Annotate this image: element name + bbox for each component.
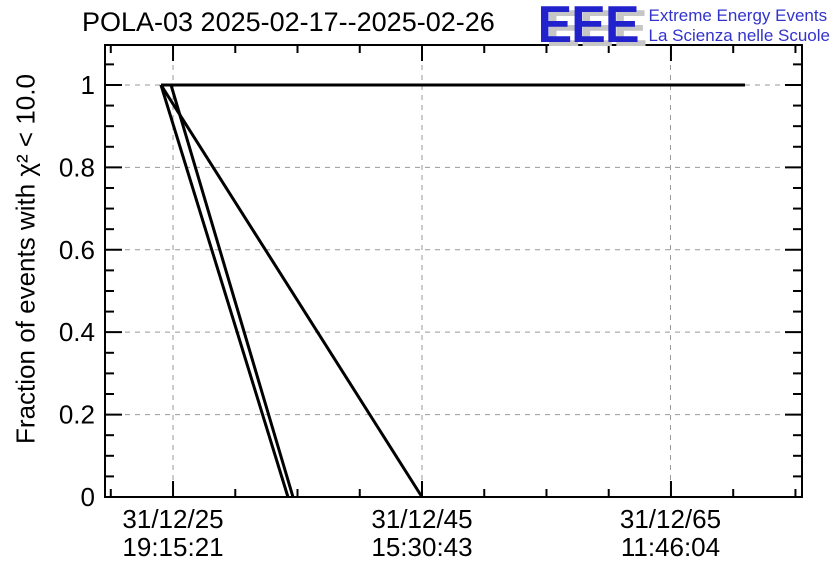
axis-frame — [104, 44, 803, 498]
eee-logo-subtitle-1: Extreme Energy Events — [648, 6, 828, 25]
eee-logo-subtitle-2: La Scienza nelle Scuole — [648, 26, 830, 45]
y-tick-label: 0 — [81, 482, 95, 512]
x-tick-date-label: 31/12/25 — [122, 504, 223, 534]
data-line-drop-segment-2 — [169, 84, 295, 498]
y-axis-title: Fraction of events with χ² < 10.0 — [10, 74, 41, 444]
x-tick-time-label: 15:30:43 — [371, 532, 472, 562]
x-tick-time-label: 11:46:04 — [621, 532, 720, 562]
x-tick-date-label: 31/12/45 — [371, 504, 472, 534]
x-tick-date-label: 31/12/65 — [620, 504, 721, 534]
eee-logo: EEE Extreme Energy Events La Scienza nel… — [537, 0, 830, 54]
y-tick-label: 1 — [81, 70, 95, 100]
eee-logo-acronym: EEE — [537, 0, 639, 54]
y-tick-label: 0.2 — [59, 400, 95, 430]
x-tick-time-label: 19:15:21 — [122, 532, 223, 562]
y-tick-label: 0.4 — [59, 317, 95, 347]
y-tick-label: 0.8 — [59, 152, 95, 182]
page-title: POLA-03 2025-02-17--2025-02-26 — [82, 7, 495, 37]
data-line-drop-segment-1 — [159, 84, 290, 498]
y-tick-label: 0.6 — [59, 235, 95, 265]
data-line-drop-segment-3 — [159, 84, 424, 498]
